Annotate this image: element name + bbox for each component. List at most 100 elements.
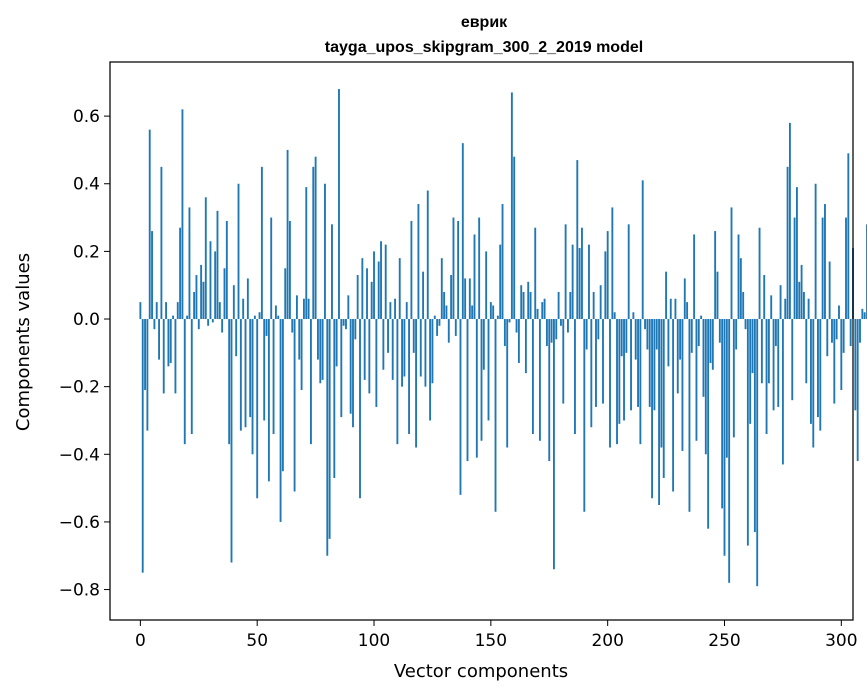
bar-252 xyxy=(728,319,731,583)
bar-60 xyxy=(279,319,282,522)
bar-28 xyxy=(204,197,207,320)
bar-167 xyxy=(529,291,532,320)
bar-2 xyxy=(144,319,146,391)
bar-99 xyxy=(370,281,373,320)
bar-56 xyxy=(270,217,273,320)
bar-81 xyxy=(328,319,331,539)
bar-11 xyxy=(165,302,168,320)
bar-95 xyxy=(361,258,364,320)
bar-144 xyxy=(475,319,478,458)
x-tick-label: 300 xyxy=(825,631,857,651)
bar-189 xyxy=(581,227,583,320)
bar-23 xyxy=(193,291,196,320)
bar-279 xyxy=(791,319,794,401)
bar-152 xyxy=(494,319,497,512)
bar-220 xyxy=(653,319,656,411)
bar-234 xyxy=(686,302,689,320)
bar-275 xyxy=(781,319,784,465)
bar-204 xyxy=(616,319,618,445)
bar-235 xyxy=(688,319,691,512)
bar-147 xyxy=(482,319,485,370)
y-tick-label: 0.4 xyxy=(73,175,100,195)
bar-166 xyxy=(527,281,530,320)
bar-134 xyxy=(452,217,455,320)
bar-110 xyxy=(396,319,399,445)
bar-55 xyxy=(267,319,270,482)
bar-8 xyxy=(158,319,160,360)
bar-201 xyxy=(609,319,611,448)
bar-191 xyxy=(585,319,588,350)
bar-170 xyxy=(536,308,539,320)
bar-306 xyxy=(854,319,857,411)
bar-295 xyxy=(828,261,831,320)
bar-284 xyxy=(803,291,805,320)
bar-254 xyxy=(732,319,735,438)
bar-63 xyxy=(286,149,289,320)
bar-271 xyxy=(772,319,775,411)
bar-87 xyxy=(342,319,345,326)
bar-197 xyxy=(599,285,602,320)
bar-230 xyxy=(676,319,679,394)
bar-72 xyxy=(307,298,310,320)
bar-14 xyxy=(172,315,175,320)
bar-16 xyxy=(176,302,179,320)
x-tick-label: 0 xyxy=(135,631,146,651)
bar-243 xyxy=(707,319,710,529)
bar-291 xyxy=(819,319,822,431)
bar-172 xyxy=(541,302,544,320)
bar-75 xyxy=(314,156,317,320)
bar-18 xyxy=(181,109,184,320)
bar-222 xyxy=(658,319,661,506)
bar-165 xyxy=(524,319,527,374)
bar-98 xyxy=(368,319,371,394)
bar-183 xyxy=(567,319,569,333)
bar-67 xyxy=(295,295,298,320)
bar-25 xyxy=(197,319,200,330)
bar-37 xyxy=(225,220,228,320)
bar-43 xyxy=(239,319,242,431)
bar-32 xyxy=(214,251,217,320)
bar-277 xyxy=(786,166,789,320)
bar-123 xyxy=(426,190,429,320)
bar-128 xyxy=(438,319,441,326)
bar-164 xyxy=(522,291,525,320)
bar-150 xyxy=(489,302,492,320)
bar-51 xyxy=(258,312,261,320)
bar-211 xyxy=(632,312,635,320)
bar-78 xyxy=(321,319,324,380)
bar-288 xyxy=(812,319,815,448)
bar-101 xyxy=(375,319,378,407)
bar-264 xyxy=(756,319,759,587)
bar-131 xyxy=(445,305,448,320)
bar-186 xyxy=(574,319,576,434)
bar-266 xyxy=(760,319,763,384)
bar-188 xyxy=(578,248,581,320)
bar-62 xyxy=(284,268,287,320)
bar-22 xyxy=(190,319,193,434)
bar-33 xyxy=(216,210,219,320)
bar-73 xyxy=(310,319,312,445)
bar-157 xyxy=(506,319,509,448)
bar-281 xyxy=(795,187,798,320)
bar-298 xyxy=(835,319,838,340)
bar-119 xyxy=(417,204,420,320)
bar-185 xyxy=(571,244,574,320)
bar-61 xyxy=(281,319,284,472)
bar-273 xyxy=(777,319,780,407)
bar-153 xyxy=(496,315,499,320)
bar-240 xyxy=(700,315,703,320)
bar-181 xyxy=(562,319,565,404)
bar-229 xyxy=(674,298,677,320)
y-tick-label: 0.6 xyxy=(73,107,100,127)
bar-221 xyxy=(655,319,658,350)
bar-series xyxy=(139,89,867,587)
bar-125 xyxy=(431,319,434,384)
bar-148 xyxy=(485,251,488,320)
bar-247 xyxy=(716,271,719,320)
bar-118 xyxy=(415,319,418,448)
bar-287 xyxy=(810,319,812,424)
bar-12 xyxy=(167,319,170,367)
bar-199 xyxy=(604,251,607,320)
bar-208 xyxy=(625,319,628,353)
